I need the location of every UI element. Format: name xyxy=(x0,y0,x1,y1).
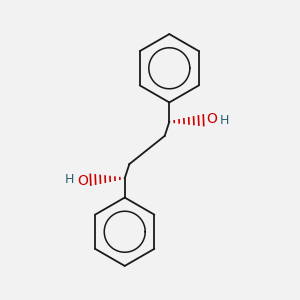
Text: H: H xyxy=(65,172,74,186)
Text: O: O xyxy=(77,174,88,188)
Text: H: H xyxy=(220,114,229,128)
Text: O: O xyxy=(206,112,217,126)
